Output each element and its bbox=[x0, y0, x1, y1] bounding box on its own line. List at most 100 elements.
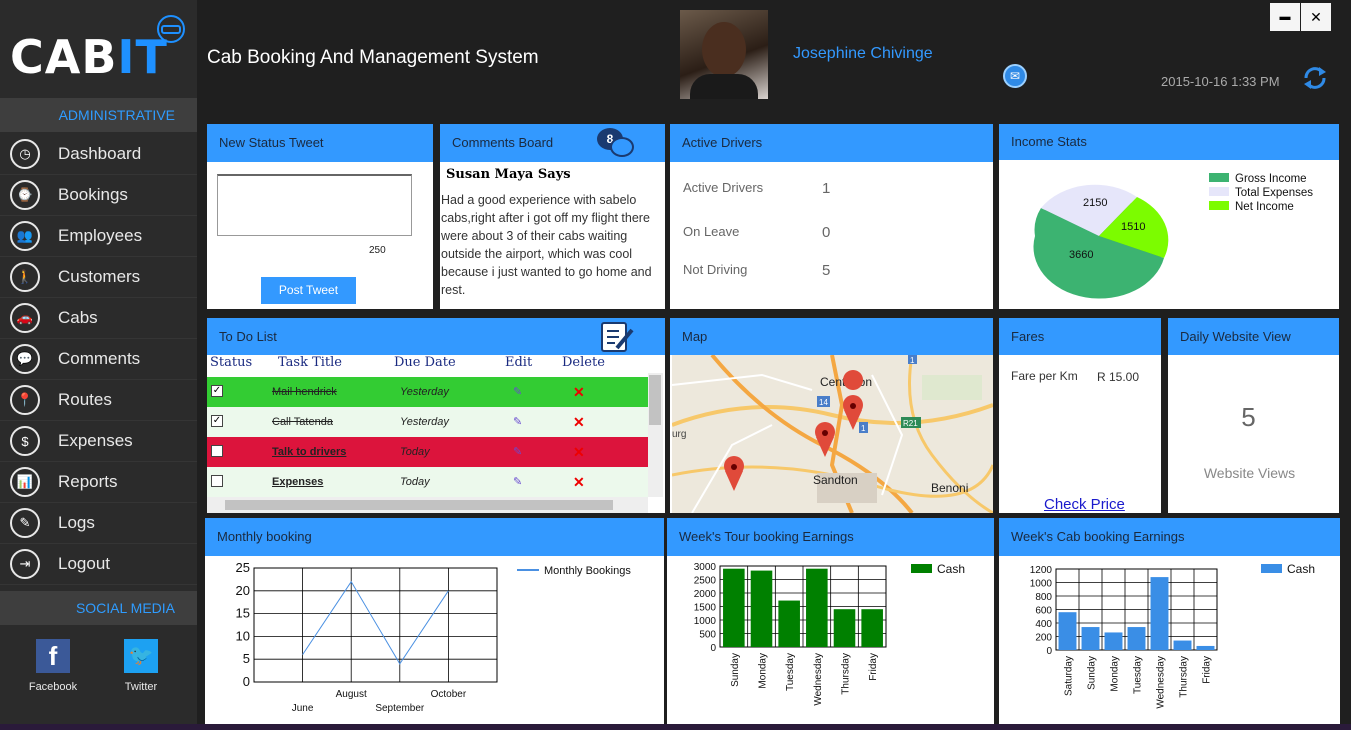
status-tweet-panel: New Status Tweet 250 Post Tweet bbox=[207, 124, 433, 309]
todo-vscroll[interactable] bbox=[648, 373, 663, 497]
y-tick-label: 5 bbox=[243, 651, 250, 666]
todo-due: Yesterday bbox=[400, 416, 449, 428]
sidebar-item-label: Comments bbox=[58, 349, 141, 368]
x-tick-label: October bbox=[431, 689, 467, 700]
log-icon: ✎ bbox=[10, 508, 40, 538]
bar-sunday bbox=[1081, 627, 1100, 650]
bar-wednesday bbox=[806, 568, 828, 647]
todo-due: Today bbox=[400, 476, 430, 488]
dashboard-icon: ◷ bbox=[10, 139, 40, 169]
x-tick-label: Friday bbox=[1202, 656, 1213, 684]
y-tick-label: 200 bbox=[1035, 633, 1052, 644]
user-name[interactable]: Josephine Chivinge bbox=[793, 45, 933, 62]
x-tick-label: Thursday bbox=[841, 653, 852, 695]
post-tweet-button[interactable]: Post Tweet bbox=[261, 277, 356, 304]
twitter-link[interactable]: 🐦 Twitter bbox=[111, 639, 171, 693]
delete-x-icon[interactable]: ✕ bbox=[573, 444, 585, 460]
road-label-r21: R21 bbox=[903, 419, 918, 428]
todo-row[interactable]: ✓ Call Tatenda Yesterday ✎ ✕ bbox=[207, 407, 649, 437]
sidebar-item-label: Bookings bbox=[58, 185, 128, 204]
active-drivers-title: Active Drivers bbox=[670, 124, 993, 162]
y-tick-label: 3000 bbox=[694, 562, 717, 573]
todo-checkbox[interactable] bbox=[211, 475, 223, 487]
sidebar-item-cabs[interactable]: 🚗 Cabs bbox=[0, 298, 197, 339]
x-tick-label: Monday bbox=[758, 653, 769, 689]
refresh-icon[interactable] bbox=[1300, 63, 1330, 93]
logout-icon: ⇥ bbox=[10, 549, 40, 579]
legend-gross: Gross Income bbox=[1209, 172, 1313, 186]
fares-title: Fares bbox=[999, 318, 1161, 355]
sidebar-item-expenses[interactable]: $ Expenses bbox=[0, 421, 197, 462]
sidebar-item-label: Reports bbox=[58, 472, 118, 491]
comments-panel: Comments Board 8 Susan Maya Says Had a g… bbox=[440, 124, 665, 309]
x-tick-label: Wednesday bbox=[813, 653, 824, 706]
sidebar-item-bookings[interactable]: ⌚ Bookings bbox=[0, 175, 197, 216]
sidebar-item-label: Expenses bbox=[58, 431, 133, 450]
sidebar-item-employees[interactable]: 👥 Employees bbox=[0, 216, 197, 257]
map-title: Map bbox=[670, 318, 993, 355]
sidebar-item-reports[interactable]: 📊 Reports bbox=[0, 462, 197, 503]
col-delete: Delete bbox=[562, 355, 605, 370]
legend-net: Net Income bbox=[1209, 200, 1313, 214]
x-tick-label: June bbox=[292, 703, 314, 714]
taskbar-strip bbox=[0, 724, 1351, 730]
check-price-link[interactable]: Check Price bbox=[1044, 496, 1125, 513]
sidebar-item-comments[interactable]: 💬 Comments bbox=[0, 339, 197, 380]
todo-row[interactable]: Talk to drivers Today ✎ ✕ bbox=[207, 437, 649, 467]
edit-pencil-icon[interactable]: ✎ bbox=[513, 446, 523, 458]
legend-label: Cash bbox=[1287, 562, 1315, 576]
website-view-count: 5 bbox=[1241, 402, 1256, 432]
minimize-button[interactable]: ▬ bbox=[1270, 3, 1300, 31]
sidebar-item-logout[interactable]: ⇥ Logout bbox=[0, 544, 197, 585]
edit-pencil-icon[interactable]: ✎ bbox=[513, 476, 523, 488]
employees-icon: 👥 bbox=[10, 221, 40, 251]
cab-earnings-title: Week's Cab booking Earnings bbox=[999, 518, 1340, 556]
map-pin-1[interactable] bbox=[843, 370, 864, 430]
todo-due: Today bbox=[400, 446, 430, 458]
map-view[interactable]: 14 1 R21 1 Centurion Sandton Benoni urg bbox=[672, 355, 993, 513]
comments-chat-icon[interactable]: 8 bbox=[597, 128, 635, 158]
y-tick-label: 1500 bbox=[694, 603, 717, 614]
todo-hscroll[interactable] bbox=[207, 497, 648, 513]
map-pin-2[interactable] bbox=[815, 422, 835, 457]
sidebar-item-customers[interactable]: 🚶 Customers bbox=[0, 257, 197, 298]
tweet-textarea[interactable] bbox=[217, 174, 412, 236]
bar-friday bbox=[861, 609, 883, 647]
todo-due: Yesterday bbox=[400, 386, 449, 398]
todo-checkbox[interactable]: ✓ bbox=[211, 385, 223, 397]
delete-x-icon[interactable]: ✕ bbox=[573, 414, 585, 430]
delete-x-icon[interactable]: ✕ bbox=[573, 474, 585, 490]
sidebar-item-routes[interactable]: 📍 Routes bbox=[0, 380, 197, 421]
todo-checkbox[interactable] bbox=[211, 445, 223, 457]
datetime: 2015-10-16 1:33 PM bbox=[1161, 74, 1280, 89]
x-tick-label: Tuesday bbox=[785, 653, 796, 691]
sidebar-item-label: Logs bbox=[58, 513, 95, 532]
x-tick-label: September bbox=[375, 703, 425, 714]
money-icon: $ bbox=[10, 426, 40, 456]
edit-pencil-icon[interactable]: ✎ bbox=[513, 386, 523, 398]
edit-pencil-icon[interactable]: ✎ bbox=[513, 416, 523, 428]
legend-label: Cash bbox=[937, 562, 965, 576]
twitter-icon: 🐦 bbox=[124, 639, 158, 673]
y-tick-label: 15 bbox=[236, 606, 250, 621]
on-leave-value: 0 bbox=[822, 224, 831, 241]
todo-checkbox[interactable]: ✓ bbox=[211, 415, 223, 427]
y-tick-label: 0 bbox=[1046, 646, 1052, 657]
x-tick-label: August bbox=[336, 689, 367, 700]
todo-row[interactable]: Expenses Today ✎ ✕ bbox=[207, 467, 649, 497]
map-pin-3[interactable] bbox=[724, 456, 744, 491]
road-label-1: 1 bbox=[861, 424, 866, 433]
y-tick-label: 1000 bbox=[1030, 579, 1053, 590]
chat-icon: 💬 bbox=[10, 344, 40, 374]
delete-x-icon[interactable]: ✕ bbox=[573, 384, 585, 400]
y-tick-label: 1200 bbox=[1030, 565, 1053, 576]
sidebar-item-logs[interactable]: ✎ Logs bbox=[0, 503, 197, 544]
not-driving-label: Not Driving bbox=[683, 262, 748, 277]
close-button[interactable]: ✕ bbox=[1301, 3, 1331, 31]
todo-row[interactable]: ✓ Mail hendrick Yesterday ✎ ✕ bbox=[207, 377, 649, 407]
sidebar-item-dashboard[interactable]: ◷ Dashboard bbox=[0, 134, 197, 175]
mail-icon[interactable]: ✉ bbox=[1003, 64, 1027, 88]
todo-notepad-icon[interactable] bbox=[599, 320, 635, 354]
todo-task: Talk to drivers bbox=[272, 446, 347, 458]
facebook-link[interactable]: f Facebook bbox=[23, 639, 83, 693]
